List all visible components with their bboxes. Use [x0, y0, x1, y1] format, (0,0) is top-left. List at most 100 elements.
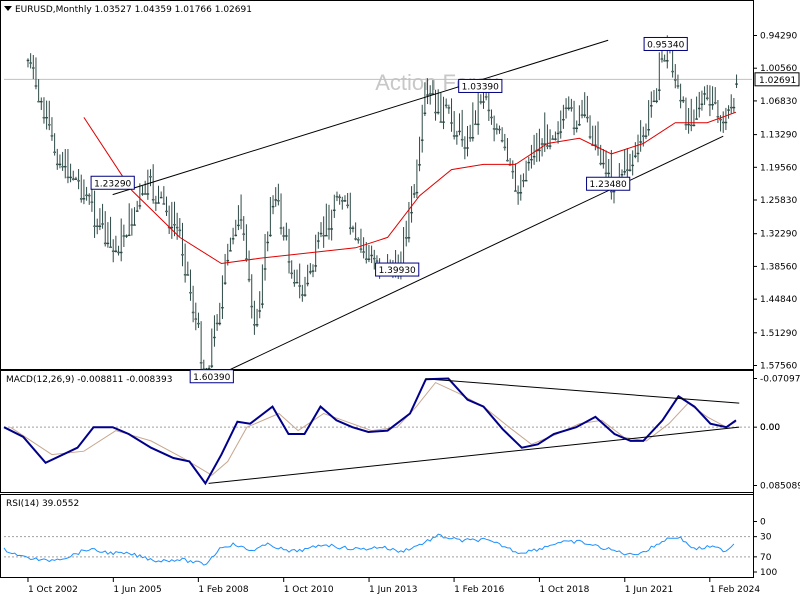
candle-body: [506, 159, 509, 162]
candle-body: [319, 232, 323, 235]
candle-body: [263, 268, 267, 270]
candle-body: [719, 118, 722, 121]
candle-body: [364, 258, 368, 260]
candle-body: [628, 169, 632, 171]
candle-body: [604, 172, 608, 175]
candle-body: [311, 270, 315, 272]
candle-body: [290, 272, 293, 275]
candle-body: [50, 135, 54, 137]
macd-header: MACD(12,26,9) -0.008811 -0.008393: [6, 375, 172, 385]
candle-body: [269, 234, 272, 237]
candle-body: [530, 158, 533, 161]
menu-triangle-icon[interactable]: [4, 6, 12, 11]
candle-body: [295, 281, 299, 284]
candle-body: [191, 311, 195, 314]
candle-body: [567, 107, 571, 109]
candle-body: [74, 178, 78, 180]
candle-body: [626, 169, 629, 171]
candle-body: [546, 145, 549, 147]
candle-body: [346, 204, 349, 207]
candle-body: [61, 165, 64, 168]
candle-body: [538, 149, 541, 152]
candle-body: [325, 235, 328, 237]
candle-body: [436, 111, 440, 114]
candle-body: [293, 281, 296, 284]
candle-body: [173, 224, 176, 226]
main-header: EURUSD,Monthly 1.03527 1.04359 1.01766 1…: [15, 5, 252, 15]
candle-body: [226, 259, 230, 262]
candle-body: [356, 239, 360, 241]
candle-body: [221, 306, 224, 309]
pivot-label: 1.23480: [590, 180, 627, 190]
candle-body: [207, 367, 211, 370]
candle-body: [170, 226, 174, 229]
candle-body: [500, 139, 504, 142]
candle-body: [660, 58, 664, 60]
candle-body: [287, 261, 291, 263]
candle-body: [271, 205, 275, 208]
candle-body: [476, 123, 480, 126]
macd-axis-label: -0.070977: [760, 375, 800, 385]
candle-body: [151, 198, 155, 201]
pivot-label-box: [643, 36, 688, 51]
candle-body: [127, 234, 131, 237]
candle-body: [261, 303, 264, 305]
candle-body: [578, 124, 581, 126]
moving-average-line: [83, 111, 737, 265]
candle-body: [348, 227, 352, 229]
candle-body: [351, 227, 355, 229]
candle-body: [655, 100, 658, 102]
candle-body: [242, 233, 246, 235]
candle-body: [181, 254, 184, 256]
candle-body: [527, 161, 531, 164]
candle-body: [636, 152, 640, 155]
candle-body: [279, 227, 283, 229]
candle-body: [514, 190, 517, 192]
candle-body: [215, 322, 219, 325]
candle-body: [727, 109, 730, 111]
candle-body: [362, 251, 365, 253]
candle-body: [458, 130, 461, 133]
candle-body: [327, 228, 331, 230]
time-axis-label: 1 Oct 2018: [539, 585, 589, 595]
candle-body: [681, 99, 685, 102]
candle-body: [519, 192, 523, 194]
time-axis-label: 1 Oct 2010: [284, 585, 334, 595]
candle-body: [229, 250, 232, 252]
candle-body: [450, 122, 453, 124]
candle-body: [692, 124, 696, 127]
candle-body: [122, 235, 126, 237]
candle-body: [330, 228, 333, 230]
candle-body: [63, 165, 67, 168]
price-axis-label: 0.94290: [760, 32, 797, 42]
candle-body: [570, 107, 573, 109]
candle-body: [404, 237, 408, 239]
candle-body: [634, 155, 637, 157]
candle-body: [487, 109, 491, 112]
candle-body: [580, 114, 584, 116]
time-axis-label: 1 Feb 2024: [710, 585, 761, 595]
trendline: [211, 135, 724, 379]
pivot-label-box: [189, 369, 234, 384]
candle-body: [95, 225, 99, 227]
macd-trendline: [425, 378, 740, 404]
candle-body: [32, 67, 35, 69]
candle-body: [317, 240, 320, 242]
candle-body: [338, 196, 341, 199]
candle-body: [434, 111, 437, 114]
candle-body: [218, 322, 222, 325]
candle-body: [165, 210, 168, 213]
candle-body: [101, 223, 104, 225]
candle-body: [586, 116, 589, 119]
price-axis-label: 1.13290: [760, 131, 797, 141]
candle-body: [359, 248, 363, 250]
candle-body: [58, 163, 62, 166]
candle-body: [298, 285, 301, 287]
time-axis-label: 1 Jun 2021: [625, 585, 673, 595]
candle-body: [370, 254, 373, 257]
candle-body: [708, 104, 712, 106]
candle-body: [258, 310, 262, 312]
candle-body: [306, 282, 309, 285]
macd-axis-label: 0.00: [760, 423, 780, 433]
candle-body: [671, 70, 674, 73]
